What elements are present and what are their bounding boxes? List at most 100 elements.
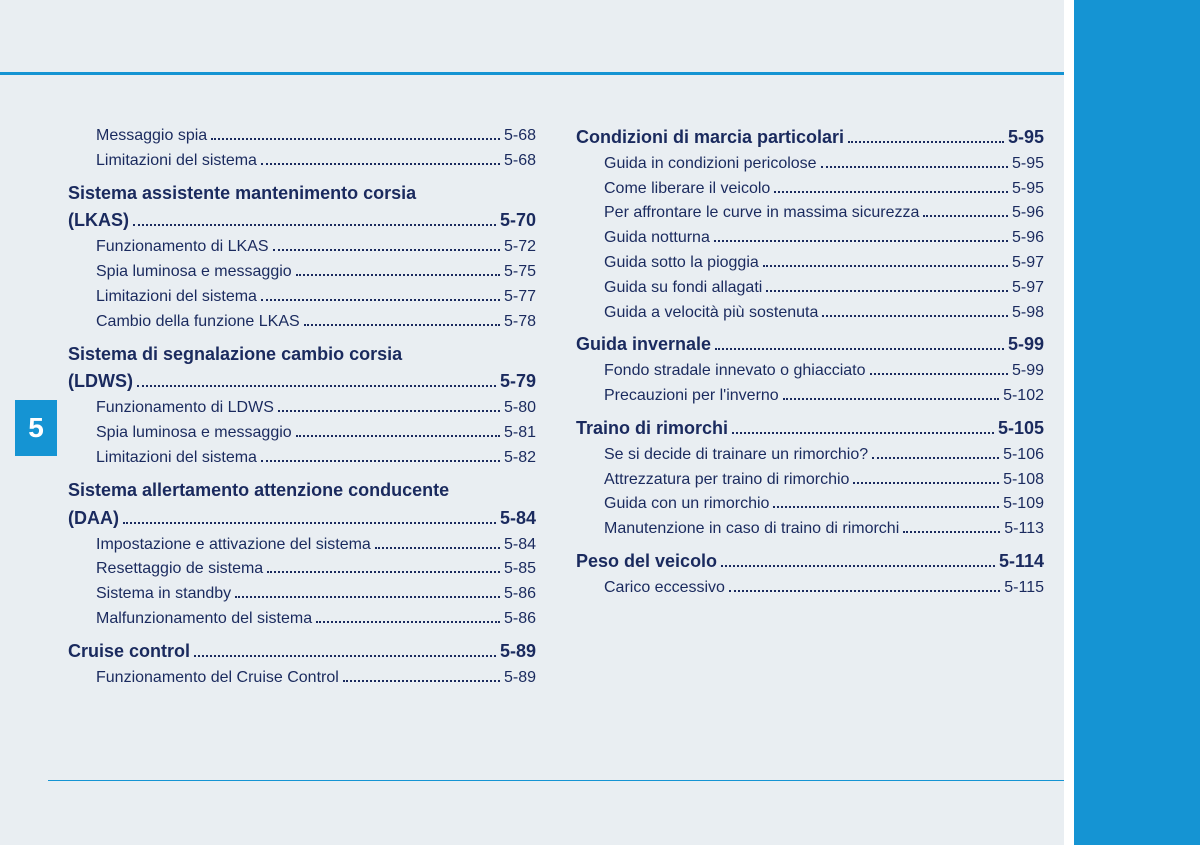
toc-page: 5-105 xyxy=(998,415,1044,443)
toc-page: 5-97 xyxy=(1012,251,1044,276)
toc-section-entry: Traino di rimorchi 5-105 xyxy=(576,415,1044,443)
toc-sub-entry: Limitazioni del sistema5-68 xyxy=(68,149,536,174)
toc-sub-entry: Sistema in standby 5-86 xyxy=(68,582,536,607)
toc-leader-dots xyxy=(714,228,1008,242)
toc-label: Sistema in standby xyxy=(68,582,231,607)
toc-leader-dots xyxy=(261,287,500,301)
toc-label: Guida in condizioni pericolose xyxy=(576,152,817,177)
toc-leader-dots xyxy=(273,237,500,251)
toc-page: 5-70 xyxy=(500,207,536,235)
toc-page: 5-108 xyxy=(1003,468,1044,493)
toc-label: Come liberare il veicolo xyxy=(576,177,770,202)
toc-section-line1: Sistema di segnalazione cambio corsia xyxy=(68,341,536,369)
toc-sub-entry: Per affrontare le curve in massima sicur… xyxy=(576,201,1044,226)
gutter xyxy=(1064,0,1074,845)
toc-leader-dots xyxy=(848,127,1004,143)
toc-section-line1: Sistema allertamento attenzione conducen… xyxy=(68,477,536,505)
toc-label: Condizioni di marcia particolari xyxy=(576,124,844,152)
toc-column-left: Messaggio spia5-68Limitazioni del sistem… xyxy=(68,124,536,690)
toc-leader-dots xyxy=(872,444,999,458)
toc-sub-entry: Limitazioni del sistema 5-77 xyxy=(68,285,536,310)
toc-label: Limitazioni del sistema xyxy=(68,285,257,310)
toc-label: Spia luminosa e messaggio xyxy=(68,421,292,446)
toc-label: Cambio della funzione LKAS xyxy=(68,310,300,335)
toc-leader-dots xyxy=(278,398,500,412)
chapter-badge: 5 xyxy=(15,400,57,456)
toc-label: (LKAS) xyxy=(68,207,129,235)
toc-page: 5-84 xyxy=(504,533,536,558)
toc-leader-dots xyxy=(923,203,1008,217)
toc-leader-dots xyxy=(870,361,1008,375)
toc-label: Guida invernale xyxy=(576,331,711,359)
toc-label: Funzionamento del Cruise Control xyxy=(68,666,339,691)
toc-page: 5-72 xyxy=(504,235,536,260)
toc-page: 5-86 xyxy=(504,607,536,632)
toc-page: 5-102 xyxy=(1003,384,1044,409)
bottom-divider xyxy=(48,780,1064,781)
toc-label: Traino di rimorchi xyxy=(576,415,728,443)
toc-leader-dots xyxy=(304,311,500,325)
toc-page: 5-114 xyxy=(999,548,1044,576)
toc-column-right: Condizioni di marcia particolari5-95Guid… xyxy=(576,124,1044,690)
toc-leader-dots xyxy=(821,154,1008,168)
toc-leader-dots xyxy=(137,371,496,387)
toc-label: Guida con un rimorchio xyxy=(576,492,769,517)
toc-page: 5-86 xyxy=(504,582,536,607)
toc-leader-dots xyxy=(853,469,999,483)
toc-page: 5-106 xyxy=(1003,443,1044,468)
toc-label: Funzionamento di LKAS xyxy=(68,235,269,260)
toc-label: Per affrontare le curve in massima sicur… xyxy=(576,201,919,226)
toc-leader-dots xyxy=(296,423,500,437)
toc-sub-entry: Guida in condizioni pericolose5-95 xyxy=(576,152,1044,177)
toc-sub-entry: Messaggio spia5-68 xyxy=(68,124,536,149)
toc-page: 5-68 xyxy=(504,149,536,174)
toc-page: 5-84 xyxy=(500,505,536,533)
toc-leader-dots xyxy=(763,253,1008,267)
toc-label: Fondo stradale innevato o ghiacciato xyxy=(576,359,866,384)
toc-leader-dots xyxy=(261,448,500,462)
toc-sub-entry: Manutenzione in caso di traino di rimorc… xyxy=(576,517,1044,542)
toc-leader-dots xyxy=(316,609,500,623)
toc-label: Precauzioni per l'inverno xyxy=(576,384,779,409)
toc-sub-entry: Malfunzionamento del sistema 5-86 xyxy=(68,607,536,632)
toc-section-entry: (LDWS)5-79 xyxy=(68,368,536,396)
toc-label: Guida notturna xyxy=(576,226,710,251)
toc-sub-entry: Precauzioni per l'inverno 5-102 xyxy=(576,384,1044,409)
toc-page: 5-82 xyxy=(504,446,536,471)
toc-page: 5-77 xyxy=(504,285,536,310)
toc-sub-entry: Attrezzatura per traino di rimorchio5-10… xyxy=(576,468,1044,493)
toc-sub-entry: Fondo stradale innevato o ghiacciato 5-99 xyxy=(576,359,1044,384)
toc-sub-entry: Impostazione e attivazione del sistema 5-… xyxy=(68,533,536,558)
toc-sub-entry: Spia luminosa e messaggio5-81 xyxy=(68,421,536,446)
toc-label: Resettaggio de sistema xyxy=(68,557,263,582)
toc-label: Impostazione e attivazione del sistema xyxy=(68,533,371,558)
toc-label: (DAA) xyxy=(68,505,119,533)
toc-section-entry: Condizioni di marcia particolari 5-95 xyxy=(576,124,1044,152)
toc-label: Peso del veicolo xyxy=(576,548,717,576)
toc-label: Malfunzionamento del sistema xyxy=(68,607,312,632)
toc-leader-dots xyxy=(732,418,994,434)
toc-leader-dots xyxy=(123,507,496,523)
toc-page: 5-99 xyxy=(1012,359,1044,384)
toc-page: 5-98 xyxy=(1012,301,1044,326)
toc-label: Guida sotto la pioggia xyxy=(576,251,759,276)
toc-sub-entry: Resettaggio de sistema 5-85 xyxy=(68,557,536,582)
toc-page: 5-75 xyxy=(504,260,536,285)
toc-page: 5-97 xyxy=(1012,276,1044,301)
toc-page: 5-109 xyxy=(1003,492,1044,517)
toc-leader-dots xyxy=(822,302,1008,316)
toc-sub-entry: Spia luminosa e messaggio5-75 xyxy=(68,260,536,285)
toc-leader-dots xyxy=(729,578,1000,592)
toc-leader-dots xyxy=(343,667,500,681)
toc-page: 5-85 xyxy=(504,557,536,582)
toc-sub-entry: Funzionamento di LKAS 5-72 xyxy=(68,235,536,260)
toc-label: Carico eccessivo xyxy=(576,576,725,601)
toc-page: 5-80 xyxy=(504,396,536,421)
side-tab xyxy=(1074,0,1200,845)
toc-page: 5-115 xyxy=(1004,576,1044,601)
toc-sub-entry: Limitazioni del sistema5-82 xyxy=(68,446,536,471)
toc-label: Guida a velocità più sostenuta xyxy=(576,301,818,326)
toc-page: 5-95 xyxy=(1008,124,1044,152)
toc-leader-dots xyxy=(774,178,1008,192)
toc-sub-entry: Cambio della funzione LKAS5-78 xyxy=(68,310,536,335)
